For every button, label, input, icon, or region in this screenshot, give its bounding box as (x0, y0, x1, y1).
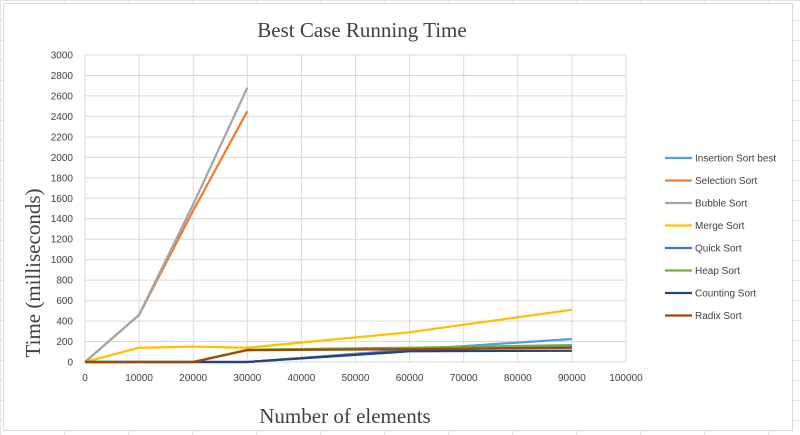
y-tick-label: 2000 (51, 153, 74, 164)
legend-label: Quick Sort (695, 244, 742, 255)
x-tick-label: 80000 (504, 373, 532, 384)
legend-label: Counting Sort (695, 289, 756, 300)
gridlines (84, 54, 627, 363)
y-tick-label: 600 (56, 296, 73, 307)
x-tick-label: 60000 (396, 373, 424, 384)
series-line (85, 346, 572, 364)
x-tick-label: 50000 (342, 373, 370, 384)
y-tick-label: 1000 (51, 255, 74, 266)
x-tick-label: 30000 (233, 373, 261, 384)
y-tick-label: 1400 (51, 214, 74, 225)
series-lines (84, 87, 573, 364)
y-axis-title: Time (milliseconds) (21, 189, 45, 358)
x-tick-label: 90000 (558, 373, 586, 384)
series-line (84, 87, 249, 363)
legend-label: Bubble Sort (695, 199, 747, 210)
y-tick-label: 1800 (51, 173, 74, 184)
series-line (84, 110, 249, 363)
x-tick-label: 100000 (609, 373, 643, 384)
y-tick-label: 2400 (51, 112, 74, 123)
y-tick-label: 1200 (51, 235, 74, 246)
series-line (84, 308, 573, 364)
chart-area[interactable] (3, 3, 793, 431)
x-tick-label: 70000 (450, 373, 478, 384)
legend[interactable]: Insertion Sort best Selection Sort Bubble … (665, 154, 776, 323)
y-tick-label: 2800 (51, 71, 74, 82)
y-tick-label: 200 (56, 337, 73, 348)
y-tick-label: 2600 (51, 91, 74, 102)
series-line (85, 349, 572, 364)
y-axis-ticks: 0 200 400 600 800 1000 1200 1400 1600 1800 2000 220… (51, 51, 74, 369)
x-tick-label: 10000 (125, 373, 153, 384)
x-tick-label: 40000 (287, 373, 315, 384)
x-axis-ticks: 0 10000 20000 30000 40000 50000 60000 70000 8000… (82, 373, 643, 384)
legend-label: Radix Sort (695, 311, 742, 322)
y-tick-label: 400 (56, 317, 73, 328)
legend-label: Insertion Sort best (695, 154, 776, 165)
legend-label: Heap Sort (695, 266, 740, 277)
x-tick-label: 20000 (179, 373, 207, 384)
legend-label: Merge Sort (695, 221, 745, 232)
chart-title: Best Case Running Time (257, 18, 466, 42)
y-tick-label: 1600 (51, 194, 74, 205)
y-tick-label: 3000 (51, 51, 74, 62)
y-tick-label: 0 (67, 358, 73, 369)
x-axis-title: Number of elements (259, 404, 430, 428)
x-tick-label: 0 (82, 373, 88, 384)
legend-label: Selection Sort (695, 176, 757, 187)
y-tick-label: 2200 (51, 132, 74, 143)
y-tick-label: 800 (56, 276, 73, 287)
